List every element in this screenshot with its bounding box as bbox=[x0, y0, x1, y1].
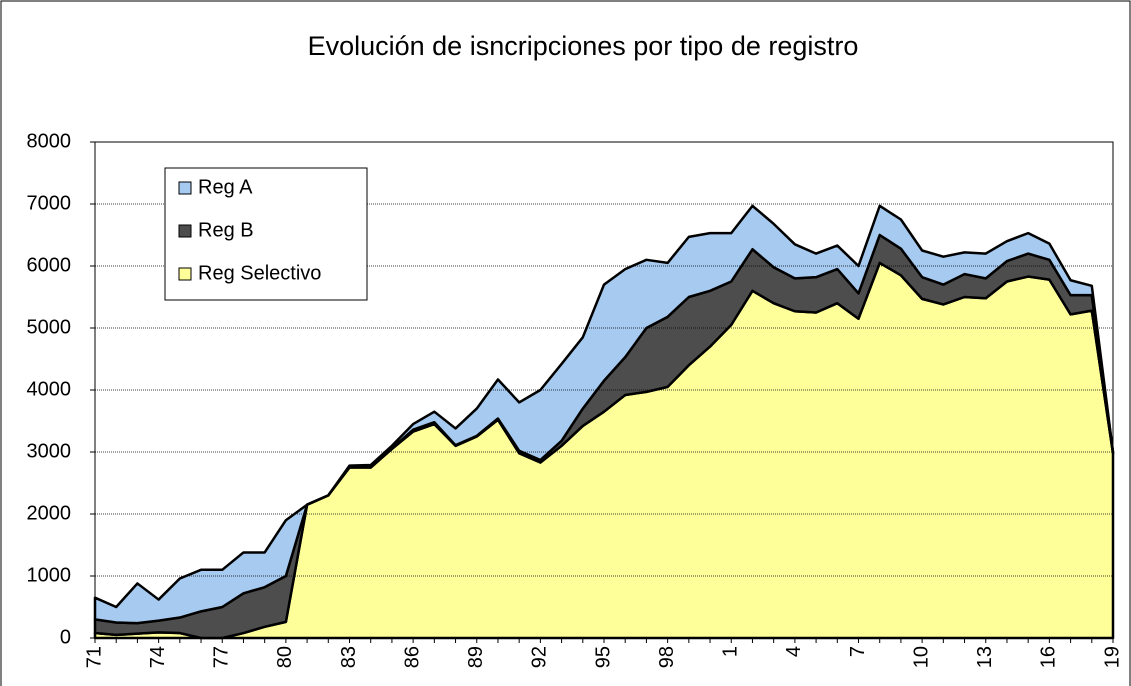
legend-label: Reg A bbox=[198, 176, 253, 198]
y-tick-label: 8000 bbox=[27, 130, 72, 152]
x-tick-label: 74 bbox=[147, 646, 169, 668]
y-tick-label: 2000 bbox=[27, 502, 72, 524]
y-tick-label: 7000 bbox=[27, 192, 72, 214]
x-tick-label: 98 bbox=[656, 646, 678, 668]
x-tick-label: 83 bbox=[338, 646, 360, 668]
y-tick-label: 0 bbox=[60, 626, 71, 648]
x-tick-label: 89 bbox=[465, 646, 487, 668]
y-tick-label: 6000 bbox=[27, 254, 72, 276]
x-tick-label: 13 bbox=[974, 646, 996, 668]
legend-swatch bbox=[178, 267, 192, 281]
y-tick-label: 4000 bbox=[27, 378, 72, 400]
chart-title: Evolución de isncripciones por tipo de r… bbox=[308, 31, 859, 61]
legend: Reg A Reg B Reg Selectivo bbox=[164, 167, 368, 301]
x-tick-label: 4 bbox=[783, 646, 805, 657]
y-tick-label: 5000 bbox=[27, 316, 72, 338]
x-tick-label: 80 bbox=[274, 646, 296, 668]
x-tick-label: 16 bbox=[1038, 646, 1060, 668]
x-tick-label: 1 bbox=[720, 646, 742, 657]
x-tick-label: 86 bbox=[401, 646, 423, 668]
x-tick-label: 92 bbox=[529, 646, 551, 668]
legend-swatch bbox=[178, 181, 192, 195]
legend-label: Reg Selectivo bbox=[198, 262, 321, 284]
y-tick-label: 1000 bbox=[27, 564, 72, 586]
y-tick-label: 3000 bbox=[27, 440, 72, 462]
x-tick-label: 77 bbox=[211, 646, 233, 668]
legend-swatch bbox=[178, 224, 192, 238]
x-tick-label: 7 bbox=[847, 646, 869, 657]
x-tick-label: 19 bbox=[1101, 646, 1123, 668]
legend-label: Reg B bbox=[198, 219, 254, 241]
x-tick-label: 71 bbox=[83, 646, 105, 668]
x-tick-label: 10 bbox=[910, 646, 932, 668]
x-tick-label: 95 bbox=[592, 646, 614, 668]
legend-box bbox=[164, 167, 368, 301]
area bbox=[93, 204, 1115, 625]
